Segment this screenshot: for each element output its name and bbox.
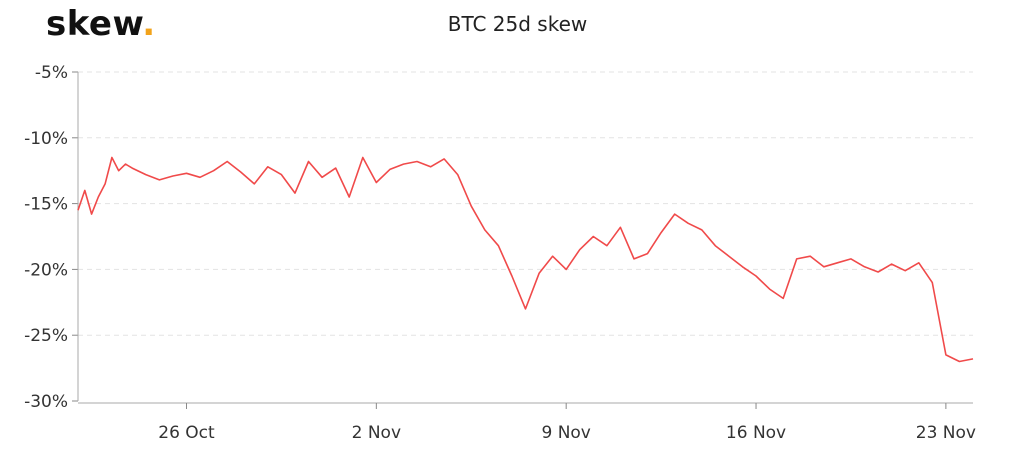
y-tick-label: -10% bbox=[24, 129, 68, 149]
y-axis-labels: -5% -10% -15% -20% -25% -30% bbox=[24, 63, 68, 412]
x-tick-label: 2 Nov bbox=[352, 423, 401, 443]
y-tick-label: -25% bbox=[24, 326, 68, 346]
y-tick-label: -15% bbox=[24, 195, 68, 215]
y-tick-label: -20% bbox=[24, 260, 68, 280]
series-line bbox=[77, 156, 974, 363]
x-tick-label: 23 Nov bbox=[916, 423, 976, 443]
skew-logo: skew. bbox=[46, 4, 156, 44]
logo-text: skew bbox=[46, 4, 143, 44]
x-axis-labels: 26 Oct 2 Nov 9 Nov 16 Nov 23 Nov bbox=[158, 423, 976, 443]
chart-grid bbox=[78, 71, 973, 336]
chart-title: BTC 25d skew bbox=[447, 12, 588, 36]
chart-axes bbox=[72, 71, 973, 409]
y-tick-label: -5% bbox=[35, 63, 68, 83]
x-tick-label: 16 Nov bbox=[726, 423, 786, 443]
logo-dot: . bbox=[142, 4, 156, 44]
y-tick-label: -30% bbox=[24, 392, 68, 412]
x-tick-label: 26 Oct bbox=[158, 423, 215, 443]
x-tick-label: 9 Nov bbox=[541, 423, 590, 443]
